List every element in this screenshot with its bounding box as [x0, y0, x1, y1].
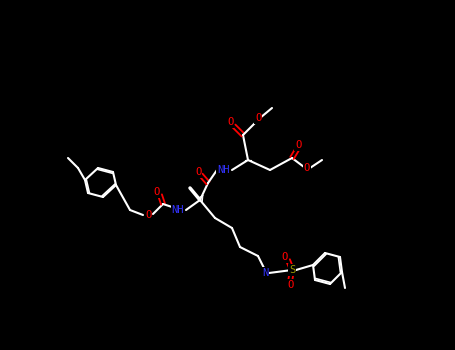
Text: O: O: [154, 187, 160, 197]
Text: O: O: [304, 163, 310, 173]
Text: O: O: [295, 140, 301, 150]
Text: O: O: [145, 210, 151, 220]
Text: O: O: [255, 113, 261, 123]
Text: NH: NH: [172, 205, 184, 215]
Text: O: O: [282, 252, 288, 262]
Text: S: S: [289, 265, 295, 275]
Text: NH: NH: [217, 165, 229, 175]
Text: N: N: [262, 268, 268, 278]
Text: O: O: [195, 167, 201, 177]
Text: O: O: [287, 280, 293, 290]
Text: O: O: [227, 117, 233, 127]
